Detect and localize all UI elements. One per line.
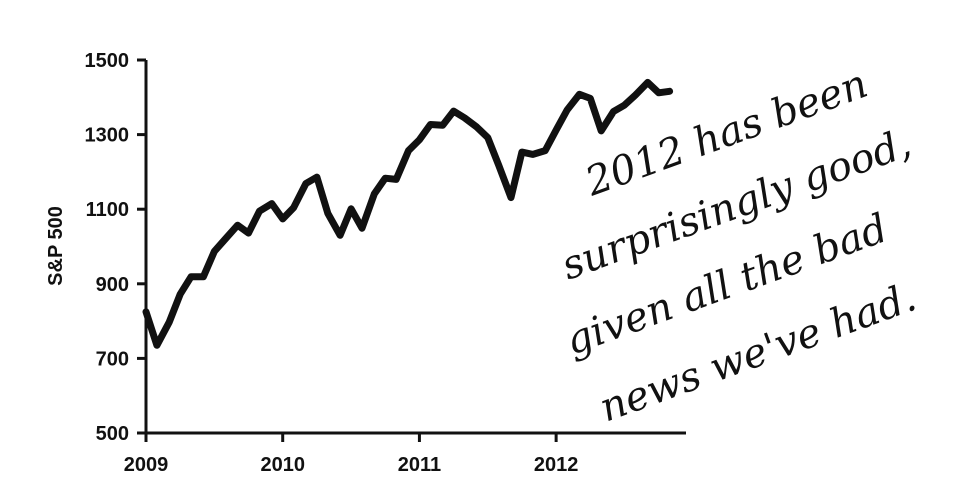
sp500-line [142, 78, 674, 349]
data-point [247, 231, 250, 235]
data-point [565, 108, 569, 112]
data-point [577, 92, 581, 96]
data-point [223, 237, 227, 241]
data-point [520, 150, 524, 154]
data-point [588, 96, 592, 100]
data-point [338, 233, 342, 237]
data-point [394, 177, 398, 181]
data-point [554, 128, 558, 132]
data-point [417, 138, 421, 142]
x-tick-label: 2012 [534, 454, 579, 476]
y-tick-label: 500 [96, 423, 129, 445]
data-point [497, 163, 501, 167]
data-point [543, 149, 547, 153]
y-tick-label: 700 [96, 348, 129, 370]
y-ticks: 500 700 900 1100 1300 1500 [85, 50, 146, 445]
data-point [304, 182, 308, 185]
data-point [212, 249, 216, 253]
data-point [486, 136, 490, 140]
data-point [281, 217, 285, 221]
data-point [326, 211, 330, 215]
data-point [657, 91, 661, 95]
x-ticks: 2009 2010 2011 2012 [124, 433, 579, 476]
data-point [236, 223, 240, 227]
data-point [167, 320, 171, 324]
x-tick-label: 2010 [260, 454, 305, 476]
data-point [599, 129, 603, 133]
data-point [383, 176, 387, 180]
data-point [441, 123, 445, 127]
data-point [633, 93, 637, 97]
data-point [178, 292, 182, 296]
data-point [428, 123, 432, 126]
data-point [292, 206, 296, 210]
data-point [349, 207, 353, 211]
series-group [142, 78, 674, 349]
data-point [509, 196, 513, 200]
axes [144, 60, 686, 435]
data-point [531, 152, 535, 156]
data-point [407, 149, 410, 153]
data-point [623, 103, 626, 107]
data-point [258, 209, 261, 213]
data-point [155, 343, 159, 347]
data-point [189, 275, 193, 279]
data-point [463, 116, 466, 120]
data-point [612, 110, 615, 113]
x-tick-label: 2011 [398, 454, 441, 476]
x-tick-label: 2009 [124, 454, 169, 476]
data-point [144, 310, 148, 314]
y-axis-label: S&P 500 [45, 206, 67, 286]
data-point [452, 109, 456, 113]
data-point [668, 89, 672, 93]
y-tick-label: 1500 [85, 50, 130, 72]
data-point [315, 175, 319, 179]
data-point [372, 192, 376, 196]
data-point [475, 125, 479, 129]
y-tick-label: 1300 [85, 125, 130, 147]
data-point [201, 275, 205, 279]
y-tick-label: 1100 [86, 199, 129, 221]
data-point [270, 202, 274, 206]
y-tick-label: 900 [96, 274, 129, 296]
data-point [360, 226, 364, 230]
data-point [646, 80, 650, 84]
